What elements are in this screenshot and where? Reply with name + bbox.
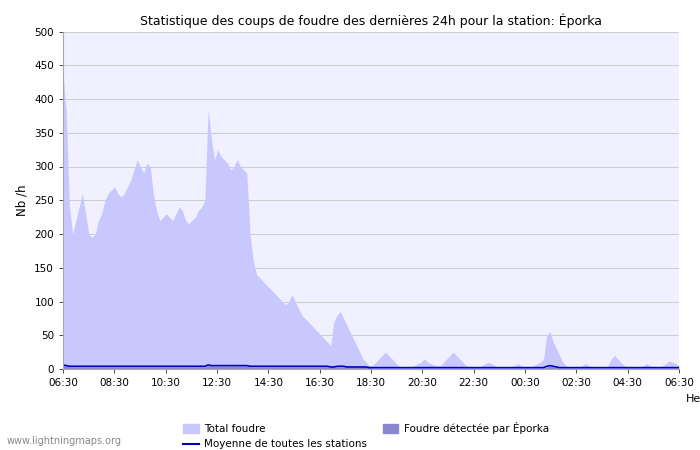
Text: www.lightningmaps.org: www.lightningmaps.org [7, 436, 122, 446]
Y-axis label: Nb /h: Nb /h [15, 184, 29, 216]
Title: Statistique des coups de foudre des dernières 24h pour la station: Éporka: Statistique des coups de foudre des dern… [140, 13, 602, 27]
Legend: Total foudre, Moyenne de toutes les stations, Foudre détectée par Éporka: Total foudre, Moyenne de toutes les stat… [179, 418, 553, 450]
Text: Heure: Heure [686, 394, 700, 404]
